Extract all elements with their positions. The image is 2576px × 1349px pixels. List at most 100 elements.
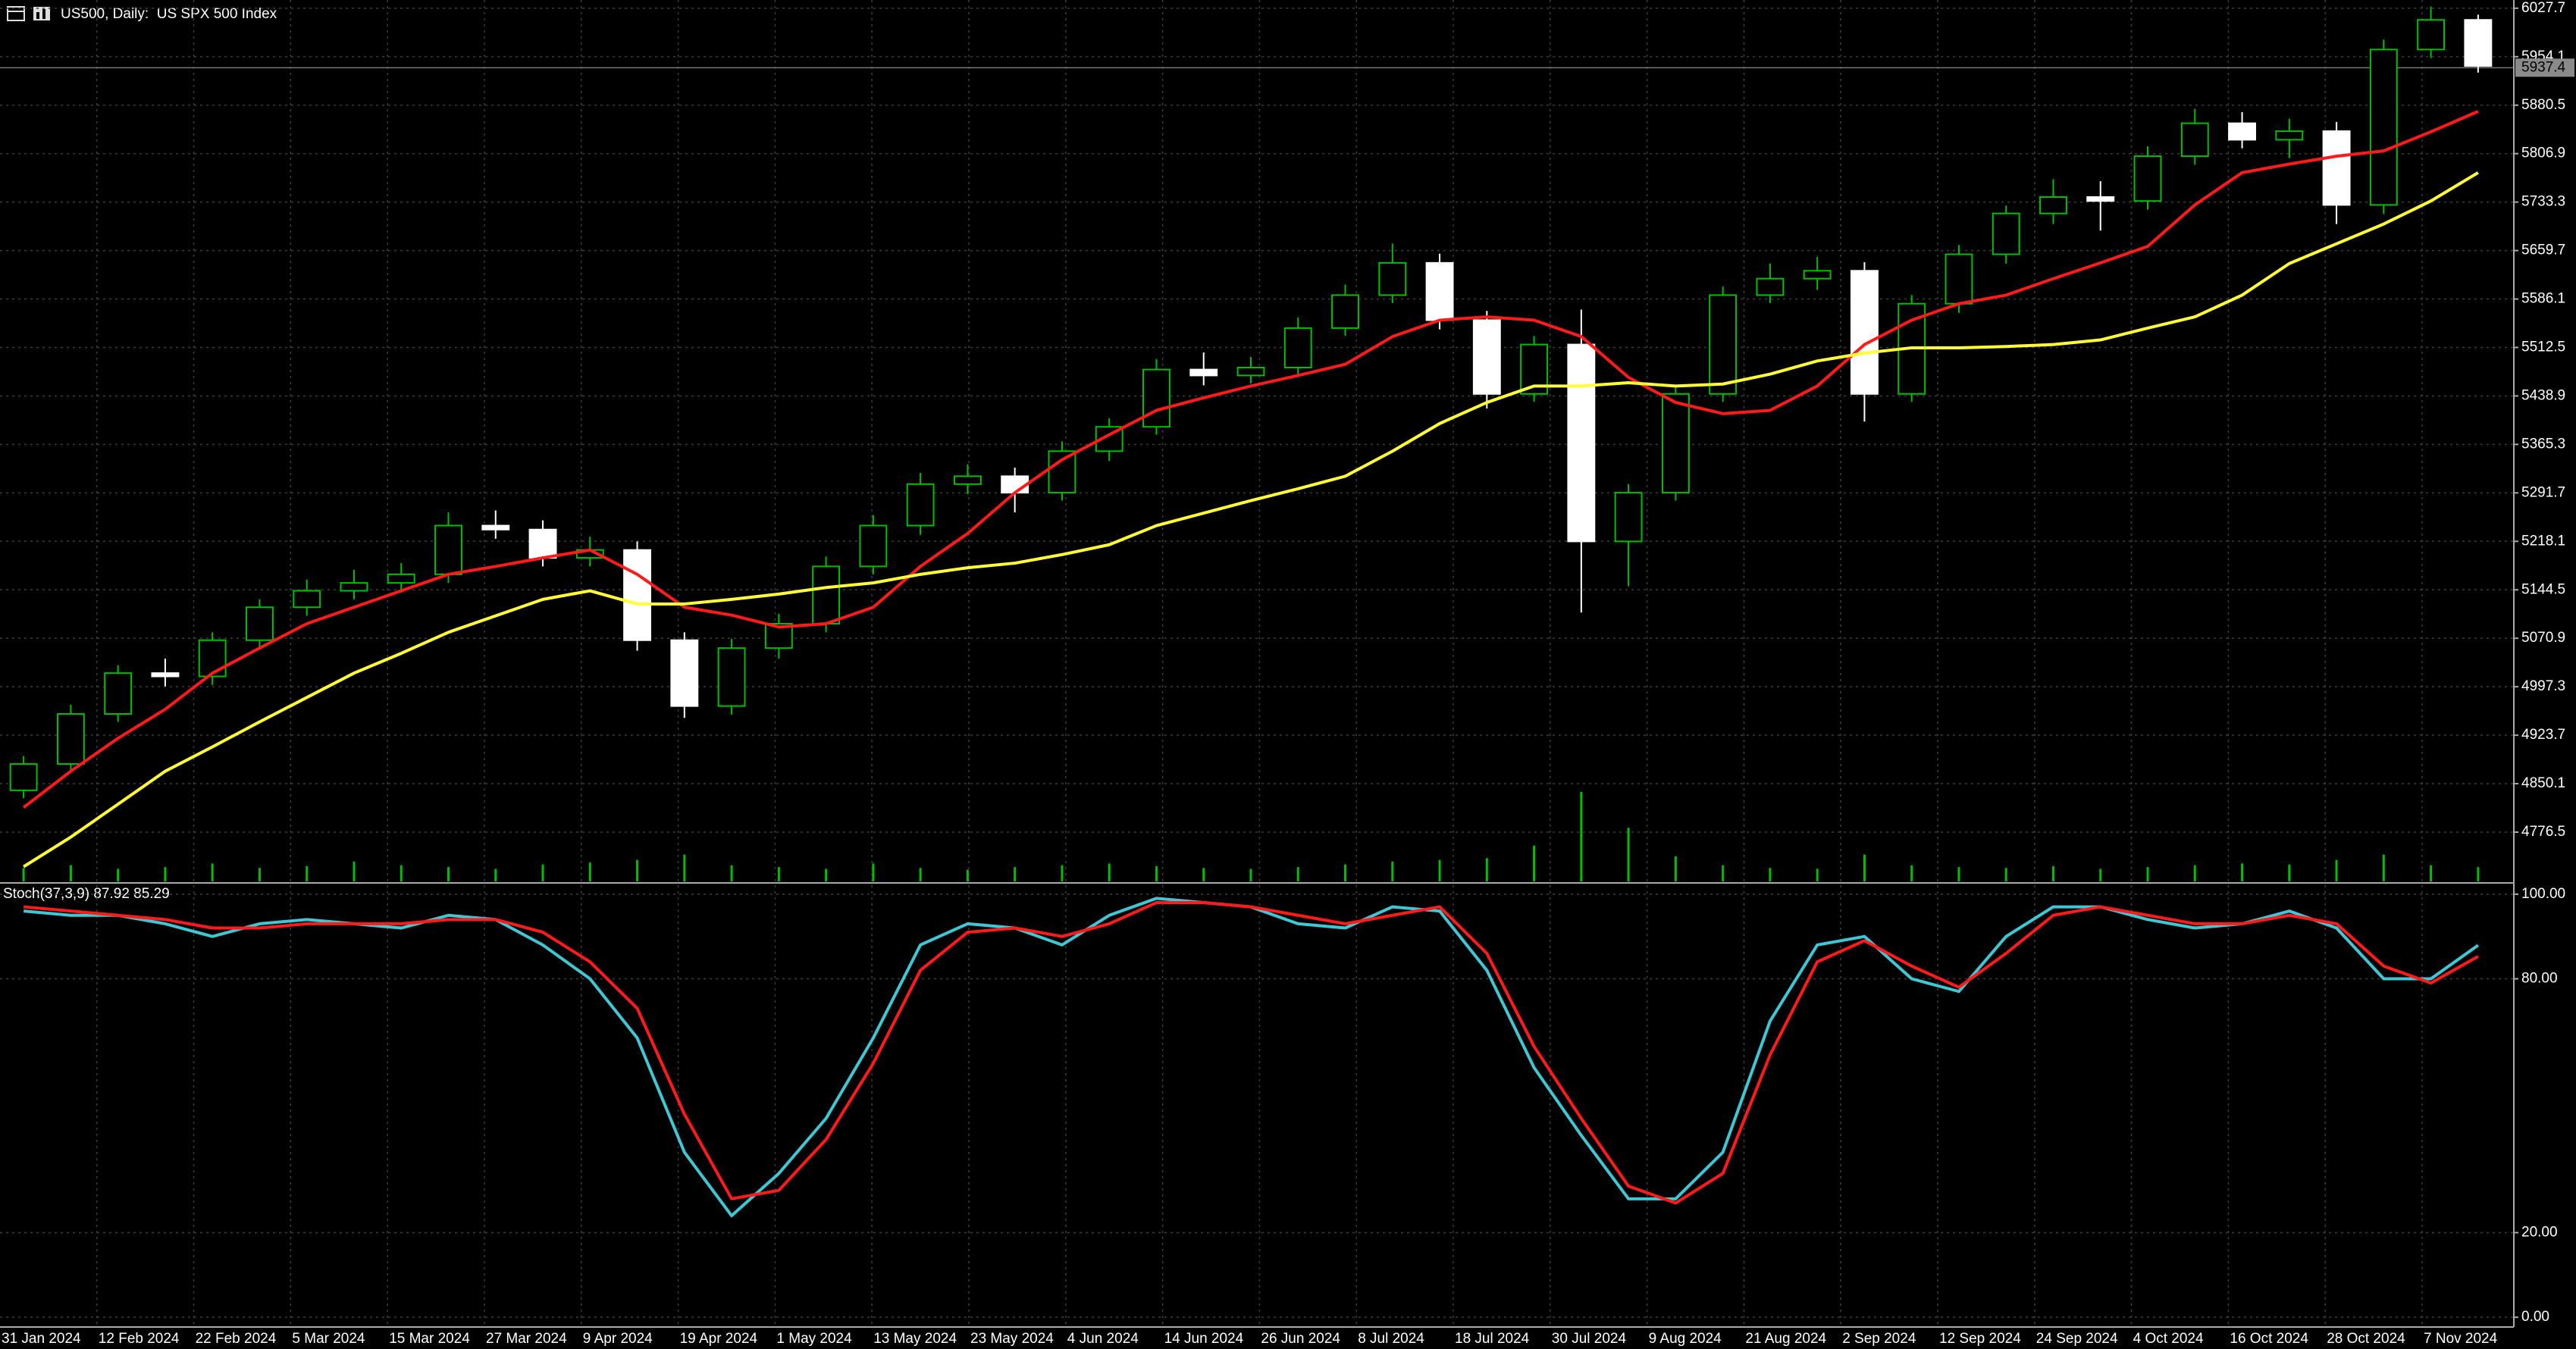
candle-body — [9, 763, 38, 791]
y-tick-label: 4923.7 — [2521, 727, 2565, 743]
candle-body — [1048, 450, 1076, 494]
y-tick-label: 5733.3 — [2521, 194, 2565, 210]
moving-average — [22, 110, 2479, 809]
candle-body — [1378, 261, 1407, 296]
x-tick-label: 24 Sep 2024 — [2036, 1331, 2118, 1347]
candle-body — [812, 565, 841, 625]
y-tick-label: 5144.5 — [2521, 581, 2565, 597]
x-tick-label: 16 Oct 2024 — [2230, 1331, 2308, 1347]
candle-body — [859, 524, 888, 568]
candle-body — [670, 639, 699, 707]
candle-body — [1851, 270, 1879, 395]
x-tick-label: 7 Nov 2024 — [2424, 1331, 2498, 1347]
x-tick-label: 1 May 2024 — [776, 1331, 852, 1347]
moving-average — [23, 171, 2479, 869]
x-tick-label: 4 Oct 2024 — [2133, 1331, 2204, 1347]
x-tick-label: 21 Aug 2024 — [1745, 1331, 1826, 1347]
candle-body — [1472, 319, 1501, 395]
candle-body — [56, 713, 85, 765]
candle-body — [481, 524, 510, 531]
candle-body — [1756, 277, 1785, 296]
y-tick-label: 5586.1 — [2521, 291, 2565, 307]
x-tick-label: 9 Aug 2024 — [1649, 1331, 1722, 1347]
y-tick-label: 5880.5 — [2521, 97, 2565, 113]
x-tick-label: 12 Sep 2024 — [1939, 1331, 2021, 1347]
candle-body — [623, 549, 652, 641]
x-tick-label: 2 Sep 2024 — [1842, 1331, 1916, 1347]
candle-body — [1567, 343, 1596, 543]
x-tick-label: 30 Jul 2024 — [1552, 1331, 1627, 1347]
candle-body — [246, 606, 274, 641]
candle-body — [434, 524, 462, 575]
x-tick-label: 15 Mar 2024 — [389, 1331, 470, 1347]
x-tick-label: 12 Feb 2024 — [99, 1331, 180, 1347]
x-tick-label: 14 Jun 2024 — [1164, 1331, 1244, 1347]
candle-body — [2039, 196, 2067, 214]
x-tick-label: 22 Feb 2024 — [196, 1331, 277, 1347]
y-tick-label: 100.00 — [2521, 886, 2565, 902]
y-tick-label: 4997.3 — [2521, 678, 2565, 694]
candle-body — [1331, 294, 1359, 329]
candle-body — [528, 528, 557, 559]
candle-body — [906, 483, 935, 527]
candle-body — [1945, 253, 1973, 305]
candle-body — [1142, 368, 1170, 428]
candle-body — [1425, 261, 1454, 321]
candle-body — [1236, 367, 1265, 377]
candle-body — [2417, 19, 2446, 51]
y-tick-label: 5070.9 — [2521, 630, 2565, 646]
candle-body — [2228, 122, 2256, 141]
y-tick-label: 4776.5 — [2521, 824, 2565, 840]
candle-body — [717, 647, 746, 707]
x-tick-label: 8 Jul 2024 — [1358, 1331, 1424, 1347]
candle-body — [1614, 492, 1643, 543]
y-tick-label: 5438.9 — [2521, 387, 2565, 403]
candle-body — [953, 475, 982, 485]
y-tick-label: 0.00 — [2521, 1309, 2549, 1325]
header-icons — [7, 6, 50, 21]
candle-body — [340, 582, 368, 592]
candle-body — [151, 672, 180, 678]
y-tick-label: 5806.9 — [2521, 146, 2565, 161]
candle-body — [2322, 130, 2351, 206]
candle-body — [1709, 294, 1738, 395]
y-tick-label: 5365.3 — [2521, 436, 2565, 452]
x-tick-label: 23 May 2024 — [970, 1331, 1054, 1347]
y-tick-label: 20.00 — [2521, 1225, 2558, 1241]
last-price-box — [2515, 58, 2574, 77]
candle-body — [2464, 19, 2493, 67]
candle-body — [1189, 368, 1218, 377]
x-tick-label: 13 May 2024 — [873, 1331, 957, 1347]
candle-body — [104, 672, 133, 715]
x-tick-label: 27 Mar 2024 — [486, 1331, 567, 1347]
x-tick-label: 18 Jul 2024 — [1455, 1331, 1530, 1347]
x-tick-label: 31 Jan 2024 — [2, 1331, 81, 1347]
x-tick-label: 9 Apr 2024 — [583, 1331, 653, 1347]
y-tick-label: 6027.7 — [2521, 0, 2565, 16]
candle-body — [1803, 270, 1832, 280]
x-tick-label: 28 Oct 2024 — [2327, 1331, 2405, 1347]
x-tick-label: 4 Jun 2024 — [1067, 1331, 1139, 1347]
candle-body — [1661, 393, 1690, 494]
candle-body — [198, 639, 227, 678]
y-tick-label: 4850.1 — [2521, 775, 2565, 791]
y-tick-label: 5512.5 — [2521, 340, 2565, 355]
chart-title: US500, Daily: US SPX 500 Index — [61, 6, 277, 22]
candle-body — [2369, 49, 2398, 206]
x-tick-label: 19 Apr 2024 — [680, 1331, 758, 1347]
x-tick-label: 26 Jun 2024 — [1261, 1331, 1340, 1347]
y-tick-label: 5218.1 — [2521, 533, 2565, 549]
candle-body — [2180, 122, 2209, 158]
y-tick-label: 80.00 — [2521, 971, 2558, 987]
x-tick-label: 5 Mar 2024 — [292, 1331, 365, 1347]
y-tick-label: 5291.7 — [2521, 484, 2565, 500]
candle-body — [387, 573, 415, 584]
candle-body — [2086, 196, 2115, 202]
stochastic-line — [23, 901, 2479, 1205]
candle-body — [1992, 212, 2020, 255]
last-price-label: 5937.4 — [2521, 59, 2566, 75]
candle-body — [2133, 155, 2162, 202]
